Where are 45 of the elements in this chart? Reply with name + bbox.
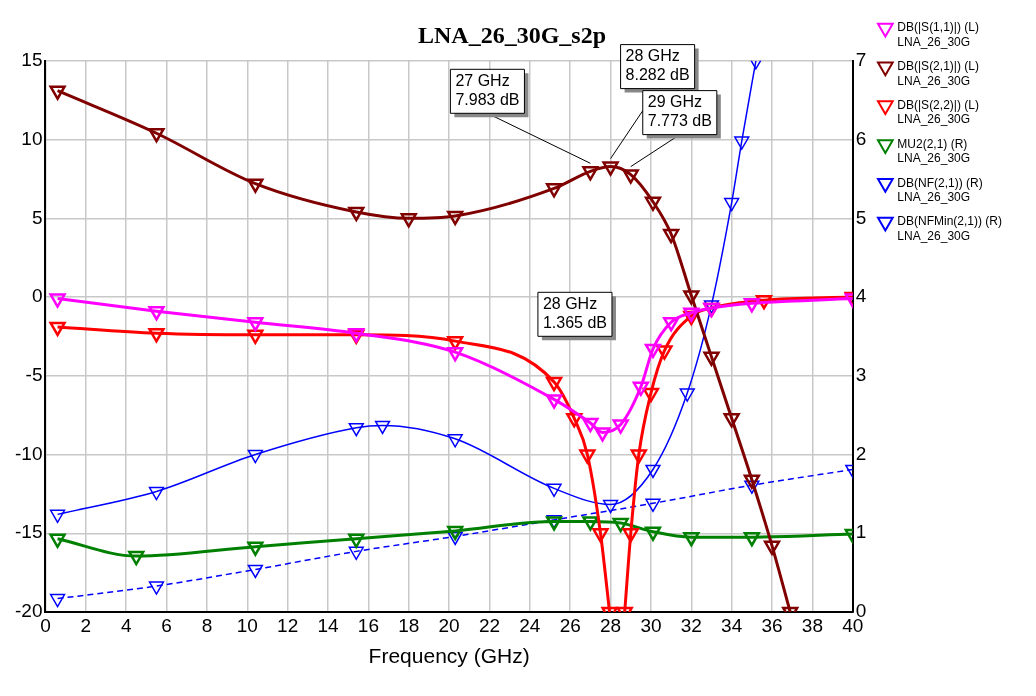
legend-label: DB(NFMin(2,1)) (R) LNA_26_30G <box>897 214 1003 243</box>
annotation: 28 GHz 1.365 dB <box>542 294 607 331</box>
x-tick-label: 12 <box>277 614 299 636</box>
annotation: 28 GHz 8.282 dB <box>625 47 690 84</box>
x-tick-label: 24 <box>519 614 541 636</box>
y-tick-label: 0 <box>31 285 43 307</box>
x-tick-label: 6 <box>161 614 172 636</box>
x-tick-label: 14 <box>317 614 340 636</box>
y2-tick-label: 4 <box>855 285 867 307</box>
legend-label: MU2(2,1) (R) LNA_26_30G <box>897 136 971 166</box>
x-tick-label: 26 <box>559 614 581 636</box>
y-tick-label: 5 <box>31 206 43 228</box>
legend-label: DB(NF(2,1)) (R) LNA_26_30G <box>897 175 983 204</box>
x-tick-label: 38 <box>801 614 823 636</box>
y-tick-label: 15 <box>21 49 43 71</box>
x-tick-label: 16 <box>357 614 379 636</box>
legend-label: DB(|S(1,1)|) (L) LNA_26_30G <box>897 20 979 49</box>
annotation: 29 GHz 7.773 dB <box>647 93 712 130</box>
y2-tick-label: 1 <box>855 521 867 543</box>
y-tick-label: -5 <box>25 364 43 386</box>
y-tick-label: -15 <box>14 521 43 543</box>
y2-tick-label: 6 <box>855 127 867 149</box>
legend-label: DB(|S(2,1)|) (L) LNA_26_30G <box>897 59 979 88</box>
chart-title: LNA_26_30G_s2p <box>417 21 607 48</box>
y2-tick-label: 3 <box>855 364 867 386</box>
x-tick-label: 22 <box>478 614 501 636</box>
y-tick-label: 10 <box>21 127 43 149</box>
x-tick-label: 18 <box>398 614 420 636</box>
x-tick-label: 20 <box>438 614 460 636</box>
legend-label: DB(|S(2,2)|) (L) LNA_26_30G <box>897 97 979 127</box>
x-tick-label: 30 <box>640 614 662 636</box>
y2-tick-label: 7 <box>855 49 867 71</box>
x-axis-title: Frequency (GHz) <box>368 644 530 668</box>
annotation: 27 GHz 7.983 dB <box>455 71 520 108</box>
x-tick-label: 34 <box>721 614 743 636</box>
x-tick-label: 4 <box>120 614 132 636</box>
y2-tick-label: 5 <box>855 206 867 228</box>
x-tick-label: 10 <box>236 614 258 636</box>
y2-tick-label: 2 <box>855 442 867 464</box>
x-tick-label: 36 <box>761 614 783 636</box>
x-tick-label: 32 <box>680 614 702 636</box>
x-tick-label: 2 <box>80 614 92 636</box>
x-tick-label: 28 <box>600 614 622 636</box>
y-tick-label: -10 <box>14 442 43 464</box>
x-tick-label: 8 <box>201 614 213 636</box>
